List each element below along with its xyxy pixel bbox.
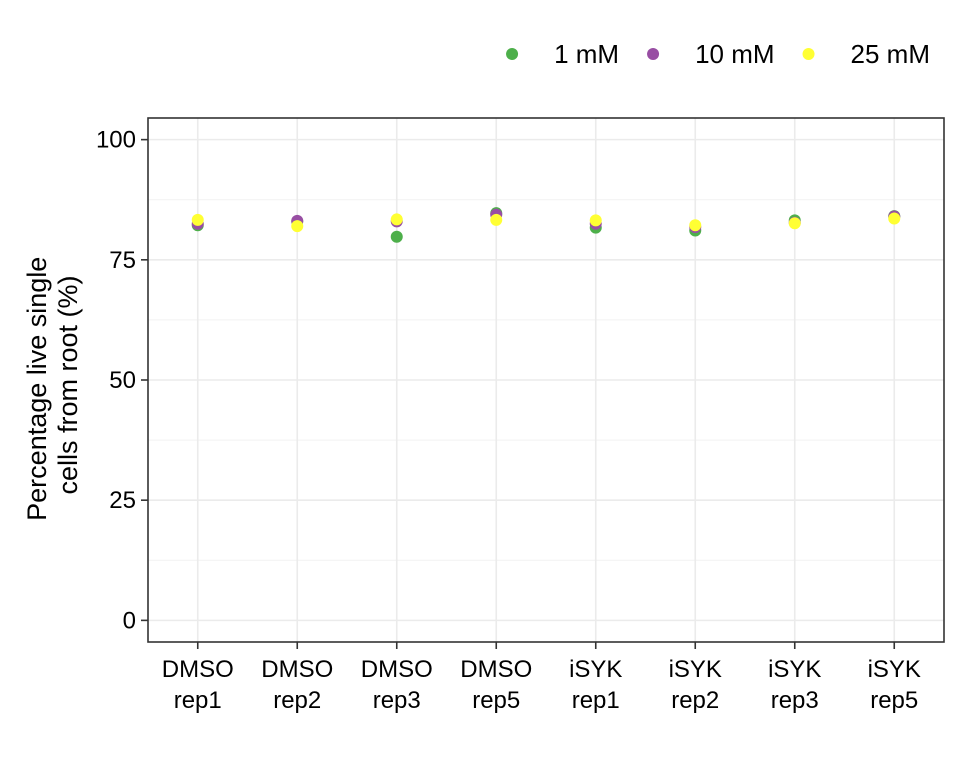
y-tick-label: 75 [109,247,136,274]
legend-key [802,48,815,60]
x-tick-label-line: DMSO [261,656,333,683]
plot-panel [147,117,945,643]
x-tick-label-line: rep5 [472,687,520,714]
data-point-25-mm [291,220,304,233]
x-tick-label: iSYK rep1 [569,656,622,714]
x-tick-label: iSYK rep2 [669,656,722,714]
x-tick-label-line: DMSO [361,656,433,683]
x-tick-label-line: iSYK [868,656,921,683]
y-axis: 0 25 50 75 100 [96,127,148,634]
x-tick-label-line: rep3 [771,687,819,714]
data-point-25-mm [589,214,602,227]
y-tick-label: 100 [96,127,136,154]
x-tick-label: DMSO rep1 [162,656,234,714]
x-tick-label-line: rep2 [273,687,321,714]
y-tick-label: 25 [109,487,136,514]
y-axis-title: Percentage live single cells from root (… [22,249,83,521]
y-axis-title-line-1: Percentage live single [22,257,52,521]
x-axis: DMSO rep1 DMSO rep2 DMSO rep3 DMSO rep5 iSYK rep1… [162,642,921,714]
legend-key [506,48,519,60]
legend-label: 10 mM [695,39,774,69]
y-axis-title-line-2: cells from root (%) [53,275,83,494]
x-tick-label-line: rep3 [373,687,421,714]
legend-label: 1 mM [554,39,619,69]
x-tick-label-line: iSYK [669,656,722,683]
x-tick-label: iSYK rep3 [768,656,821,714]
legend: 25 mM 10 mM 1 mM [506,39,930,69]
legend-label: 25 mM [851,39,930,69]
y-tick-label: 50 [109,367,136,394]
y-tick-label: 0 [123,607,136,634]
x-tick-label-line: rep1 [572,687,620,714]
data-point-1-mm [390,230,403,243]
x-tick-label-line: rep1 [174,687,222,714]
x-tick-label: DMSO rep5 [460,656,532,714]
x-tick-label-line: DMSO [162,656,234,683]
x-tick-label-line: rep2 [671,687,719,714]
x-tick-label: DMSO rep3 [361,656,433,714]
x-tick-label-line: DMSO [460,656,532,683]
data-point-25-mm [191,213,204,226]
x-tick-label: iSYK rep5 [868,656,921,714]
x-tick-label-line: rep5 [870,687,918,714]
x-tick-label-line: iSYK [569,656,622,683]
data-point-25-mm [390,213,403,226]
data-point-25-mm [490,213,503,226]
data-point-25-mm [788,217,801,230]
data-point-25-mm [888,212,901,225]
x-tick-label-line: iSYK [768,656,821,683]
legend-key [647,48,660,60]
data-point-25-mm [689,219,702,232]
x-tick-label: DMSO rep2 [261,656,333,714]
